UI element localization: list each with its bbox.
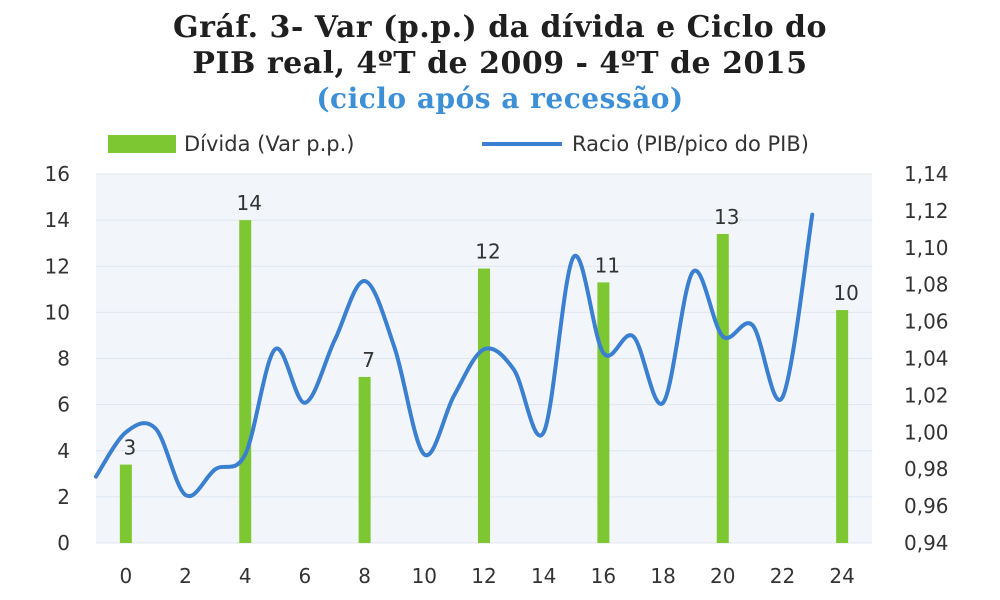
- y-left-tick-label: 14: [45, 208, 70, 232]
- bar-data-label: 12: [475, 240, 500, 264]
- chart-title-line-1: Gráf. 3- Var (p.p.) da dívida e Ciclo do: [172, 10, 828, 45]
- chart-legend: Dívida (Var p.p.) Racio (PIB/pico do PIB…: [0, 132, 1000, 164]
- chart-title-block: Gráf. 3- Var (p.p.) da dívida e Ciclo do…: [0, 10, 1000, 116]
- legend-item-ratio: Racio (PIB/pico do PIB): [482, 132, 809, 156]
- x-tick-label: 2: [179, 564, 192, 588]
- x-tick-label: 10: [412, 564, 437, 588]
- x-tick-label: 20: [710, 564, 735, 588]
- legend-label-debt: Dívida (Var p.p.): [184, 132, 355, 156]
- x-tick-label: 16: [591, 564, 616, 588]
- y-left-tick-label: 6: [57, 393, 70, 417]
- debt-bar: [239, 220, 252, 543]
- debt-bar: [716, 233, 729, 543]
- y-left-tick-label: 12: [45, 254, 70, 278]
- chart-subtitle: (ciclo após a recessão): [316, 82, 684, 115]
- debt-bar: [597, 282, 610, 543]
- y-left-tick-label: 0: [57, 531, 70, 555]
- y-right-tick-label: 0,94: [904, 531, 949, 555]
- debt-bar: [119, 464, 132, 543]
- bar-data-label: 3: [123, 436, 136, 460]
- debt-bar: [836, 310, 849, 543]
- bar-data-label: 13: [714, 205, 739, 229]
- y-right-tick-label: 0,98: [904, 457, 949, 481]
- ratio-series-line: [94, 212, 815, 499]
- x-tick-label: 22: [770, 564, 795, 588]
- y-left-tick-label: 10: [45, 300, 70, 324]
- x-tick-label: 24: [829, 564, 854, 588]
- x-tick-label: 14: [531, 564, 556, 588]
- x-tick-label: 12: [471, 564, 496, 588]
- y-right-tick-label: 1,06: [904, 310, 949, 334]
- y-right-tick-label: 1,14: [904, 162, 949, 186]
- y-left-tick-label: 4: [57, 439, 70, 463]
- y-left-tick-label: 8: [57, 347, 70, 371]
- x-tick-label: 0: [119, 564, 132, 588]
- debt-bar: [478, 268, 490, 543]
- y-right-tick-label: 1,00: [904, 420, 949, 444]
- legend-swatch-bar: [108, 135, 176, 153]
- bar-data-label: 14: [237, 191, 262, 215]
- y-left-tick-label: 16: [45, 162, 70, 186]
- y-right-tick-label: 0,96: [904, 494, 949, 518]
- legend-swatch-line: [482, 142, 562, 146]
- x-tick-label: 18: [650, 564, 675, 588]
- bar-data-label: 7: [362, 348, 375, 372]
- x-tick-label: 4: [239, 564, 252, 588]
- chart-title-line-2: PIB real, 4ºT de 2009 - 4ºT de 2015: [192, 46, 808, 81]
- y-right-tick-label: 1,04: [904, 347, 949, 371]
- legend-label-ratio: Racio (PIB/pico do PIB): [572, 132, 809, 156]
- y-left-tick-label: 2: [57, 485, 70, 509]
- legend-item-debt: Dívida (Var p.p.): [108, 132, 354, 156]
- y-right-tick-label: 1,02: [904, 383, 949, 407]
- debt-bar: [358, 376, 371, 543]
- bar-data-label: 10: [833, 281, 858, 305]
- x-tick-label: 8: [358, 564, 371, 588]
- bar-data-label: 11: [595, 253, 620, 277]
- y-right-tick-label: 1,12: [904, 199, 949, 223]
- x-tick-label: 6: [299, 564, 312, 588]
- y-right-tick-label: 1,08: [904, 273, 949, 297]
- y-right-tick-label: 1,10: [904, 236, 949, 260]
